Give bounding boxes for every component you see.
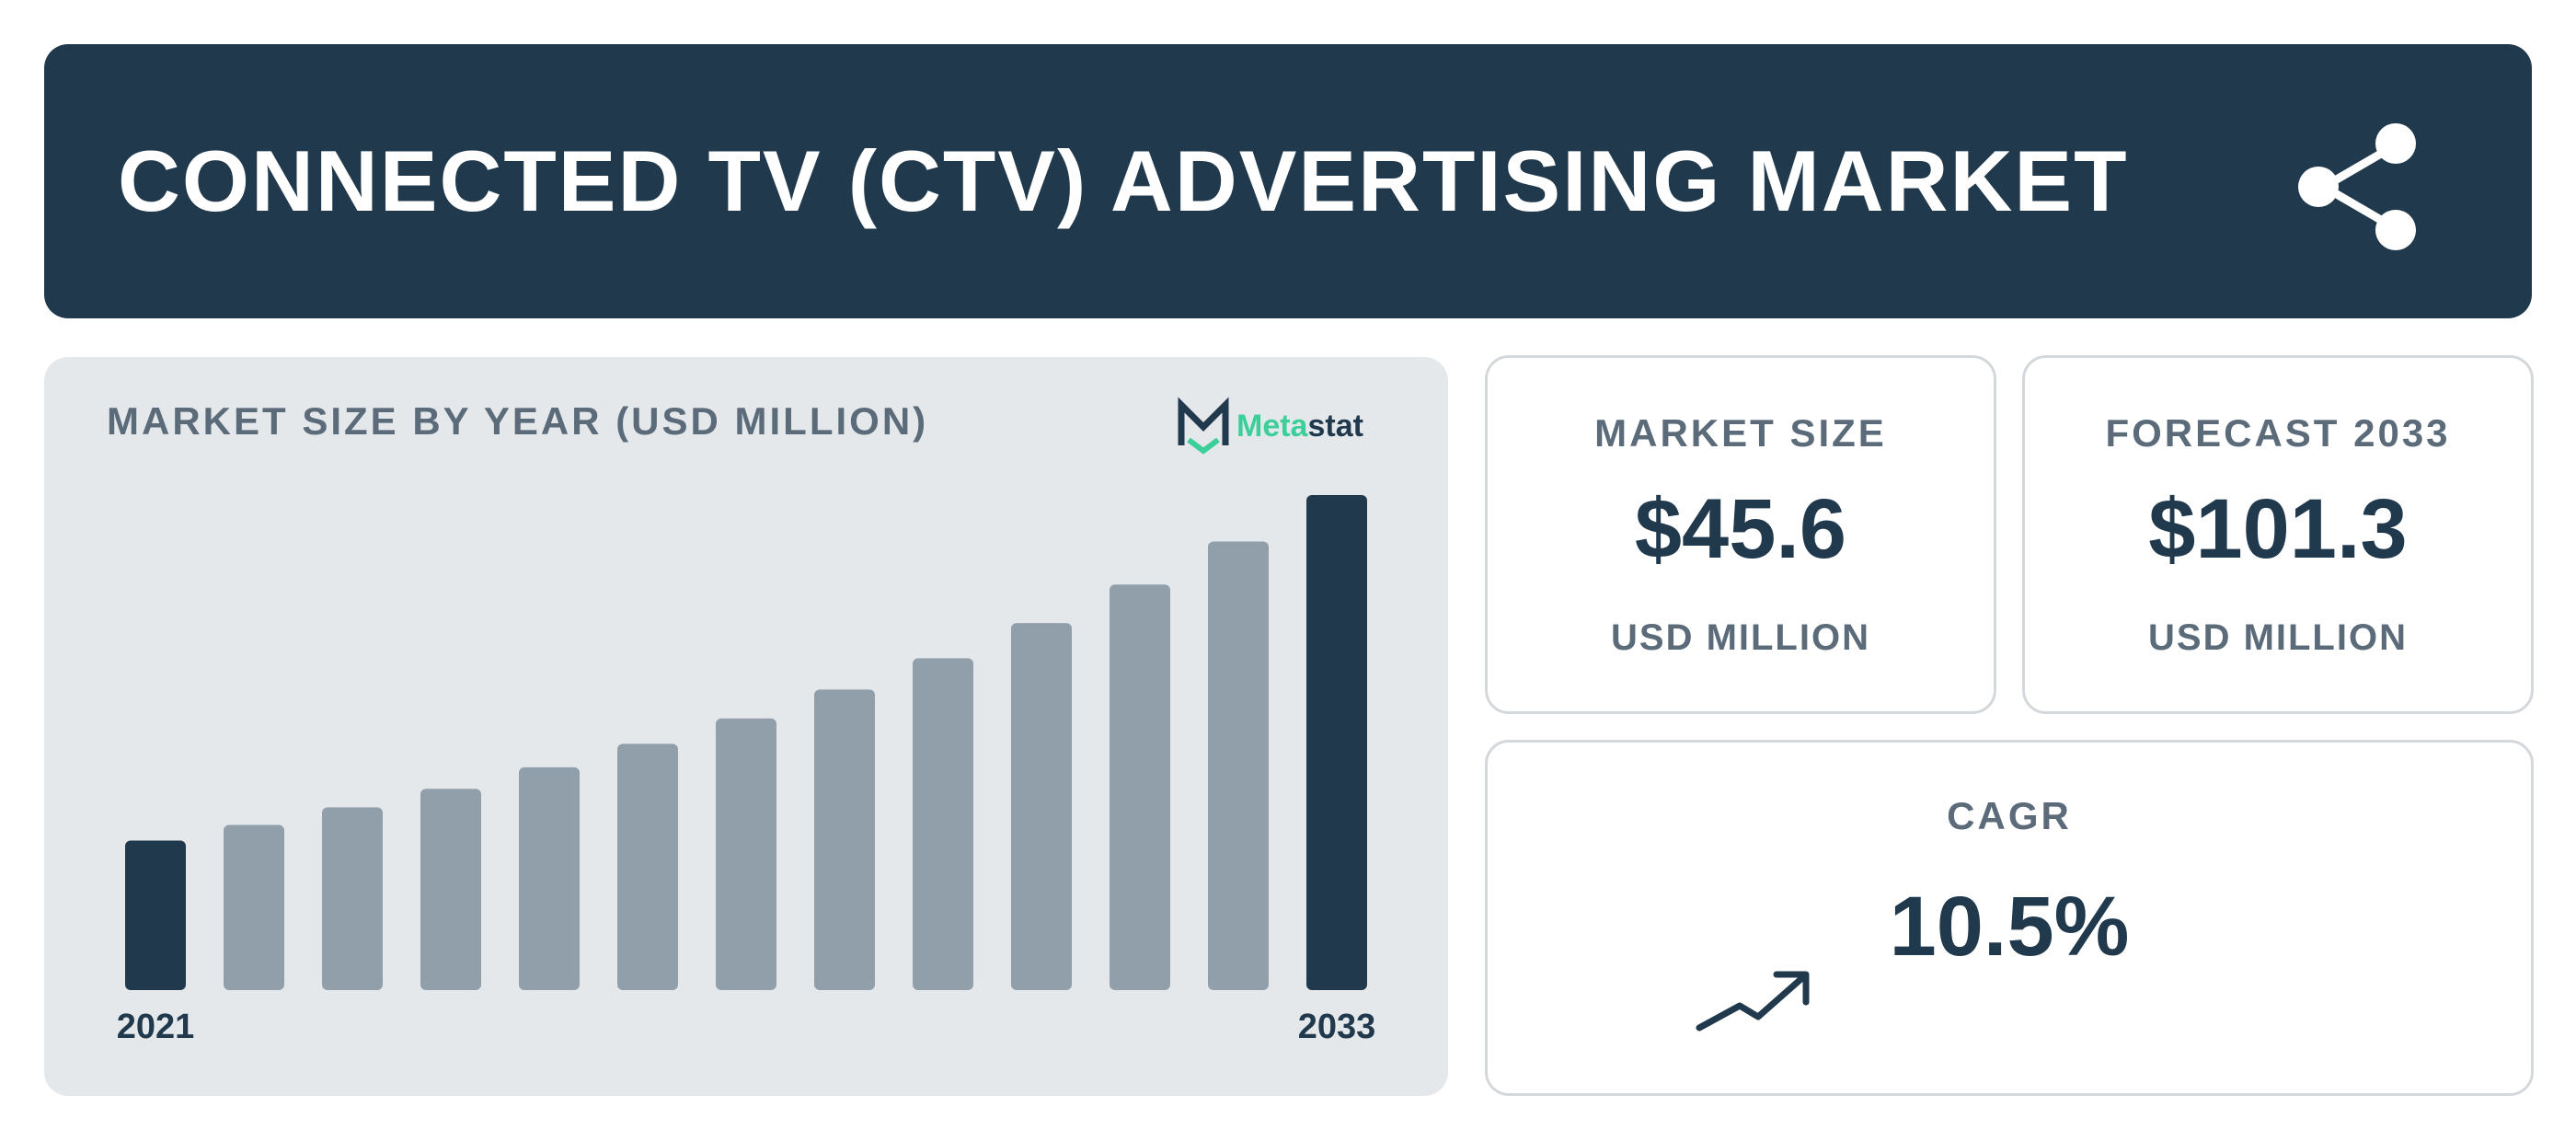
forecast-label: FORECAST 2033 <box>2105 411 2451 455</box>
cagr-label: CAGR <box>1947 794 2072 837</box>
logo-text-part1: Meta <box>1236 409 1309 444</box>
cagr-value: 10.5% <box>1889 880 2130 974</box>
bar-2028 <box>814 689 875 990</box>
market-size-label: MARKET SIZE <box>1594 411 1887 455</box>
metastat-logo: Metastat <box>1178 397 1363 455</box>
market-size-value: $45.6 <box>1634 482 1847 576</box>
bar-2021 <box>125 840 186 990</box>
chart-title: MARKET SIZE BY YEAR (USD MILLION) <box>107 399 929 443</box>
forecast-value: $101.3 <box>2148 482 2408 576</box>
bar-2025 <box>519 766 580 990</box>
bar-chart: 2021 2033 <box>117 495 1376 1046</box>
bar-2029 <box>913 658 973 990</box>
forecast-unit: USD MILLION <box>2148 617 2408 658</box>
cagr-card: CAGR 10.5% <box>1485 740 2534 1096</box>
tick-label-2021: 2021 <box>117 1008 195 1046</box>
chart-panel: MARKET SIZE BY YEAR (USD MILLION) Metast… <box>44 357 1448 1096</box>
svg-text:Metastat: Metastat <box>1236 409 1363 444</box>
bar-2026 <box>617 743 678 990</box>
bar-2032 <box>1208 541 1269 990</box>
bar-2031 <box>1110 584 1170 990</box>
bar-2022 <box>224 824 284 990</box>
bar-2023 <box>322 807 383 990</box>
forecast-card: FORECAST 2033 $101.3 USD MILLION <box>2022 355 2534 714</box>
header-banner: CONNECTED TV (CTV) ADVERTISING MARKET <box>44 44 2532 318</box>
bar-2027 <box>716 718 776 990</box>
market-size-unit: USD MILLION <box>1611 617 1870 658</box>
bar-2030 <box>1011 623 1072 990</box>
market-size-card: MARKET SIZE $45.6 USD MILLION <box>1485 355 1996 714</box>
page-title: CONNECTED TV (CTV) ADVERTISING MARKET <box>118 133 2129 229</box>
tick-label-2033: 2033 <box>1298 1008 1376 1046</box>
share-icon[interactable] <box>2271 118 2445 256</box>
logo-text-part2: stat <box>1307 409 1363 444</box>
bar-2024 <box>420 789 481 990</box>
bar-2033 <box>1306 495 1367 990</box>
trend-up-icon <box>1696 971 1810 1032</box>
